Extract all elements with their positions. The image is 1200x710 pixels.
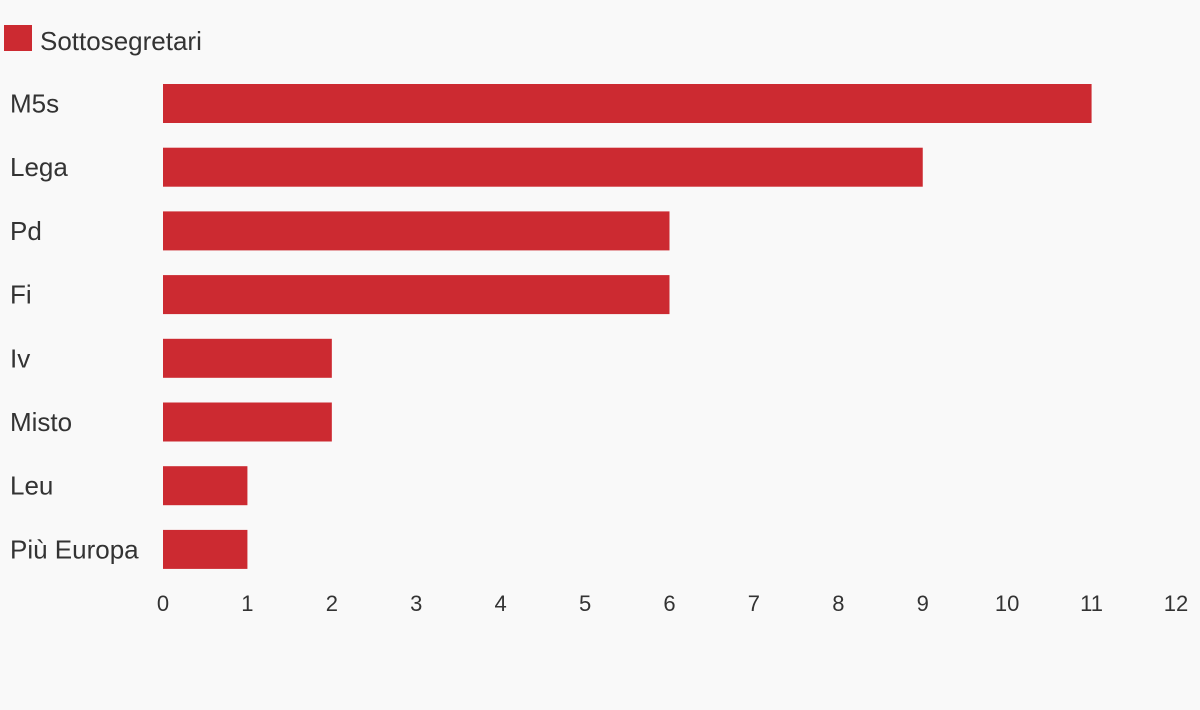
bar-pi-europa [163, 529, 248, 569]
category-label: Fi [10, 280, 32, 310]
bar-misto [163, 402, 332, 442]
category-label: Misto [10, 407, 72, 437]
category-label: Pd [10, 216, 42, 246]
x-tick-label: 3 [410, 591, 422, 616]
x-tick-label: 0 [157, 591, 169, 616]
category-label: Iv [10, 343, 30, 373]
value-axis: 0 1 2 3 4 5 6 7 8 9 10 11 12 [157, 591, 1188, 616]
x-tick-label: 10 [995, 591, 1019, 616]
legend: Sottosegretari [4, 25, 202, 56]
bar-leu [163, 466, 248, 506]
bar-iv [163, 338, 332, 378]
category-label: M5s [10, 89, 59, 119]
x-tick-label: 4 [495, 591, 507, 616]
category-label: Leu [10, 471, 53, 501]
bar-m5s [163, 84, 1092, 123]
bar-fi [163, 275, 670, 315]
x-tick-label: 7 [748, 591, 760, 616]
bar-pd [163, 211, 670, 251]
x-tick-label: 6 [663, 591, 675, 616]
legend-swatch [4, 25, 32, 51]
legend-label: Sottosegretari [40, 26, 202, 56]
bar-lega [163, 147, 923, 187]
category-label: Lega [10, 152, 68, 182]
x-tick-label: 5 [579, 591, 591, 616]
x-tick-label: 11 [1080, 591, 1103, 616]
x-tick-label: 12 [1164, 591, 1188, 616]
x-tick-label: 2 [326, 591, 338, 616]
bars-group [163, 84, 1092, 569]
x-tick-label: 8 [832, 591, 844, 616]
category-axis: M5s Lega Pd Fi Iv Misto Leu Più Europa [10, 89, 139, 565]
x-tick-label: 9 [917, 591, 929, 616]
category-label: Più Europa [10, 534, 139, 564]
x-tick-label: 1 [241, 591, 253, 616]
